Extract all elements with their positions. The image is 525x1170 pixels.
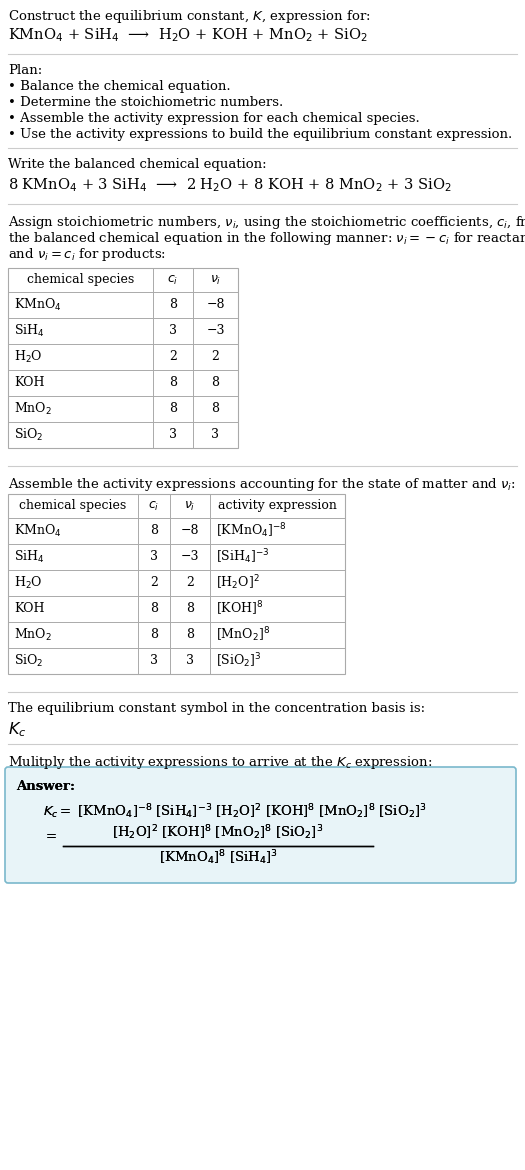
Text: The equilibrium constant symbol in the concentration basis is:: The equilibrium constant symbol in the c… (8, 702, 425, 715)
Text: Assemble the activity expressions accounting for the state of matter and $\nu_i$: Assemble the activity expressions accoun… (8, 476, 516, 493)
Text: 8: 8 (169, 298, 177, 311)
Text: [KMnO$_4$]$^8$ [SiH$_4$]$^3$: [KMnO$_4$]$^8$ [SiH$_4$]$^3$ (159, 848, 278, 867)
Text: [MnO$_2$]$^8$: [MnO$_2$]$^8$ (216, 626, 270, 645)
Text: 8: 8 (212, 402, 219, 415)
Text: $\nu_i$: $\nu_i$ (184, 500, 196, 512)
Text: 2: 2 (186, 577, 194, 590)
Text: [H$_2$O]$^2$ [KOH]$^8$ [MnO$_2$]$^8$ [SiO$_2$]$^3$: [H$_2$O]$^2$ [KOH]$^8$ [MnO$_2$]$^8$ [Si… (112, 824, 324, 842)
Text: Answer:: Answer: (16, 780, 75, 793)
Text: 8: 8 (169, 402, 177, 415)
Text: $c_i$: $c_i$ (167, 274, 178, 287)
Text: activity expression: activity expression (218, 500, 337, 512)
Text: −8: −8 (206, 298, 225, 311)
Text: SiH$_4$: SiH$_4$ (14, 323, 45, 339)
Text: −3: −3 (181, 551, 200, 564)
Text: 8: 8 (150, 628, 158, 641)
Text: 3: 3 (169, 428, 177, 441)
Text: • Balance the chemical equation.: • Balance the chemical equation. (8, 80, 230, 92)
Text: KOH: KOH (14, 603, 45, 615)
Text: [KOH]$^8$: [KOH]$^8$ (216, 600, 264, 618)
Text: 8: 8 (169, 377, 177, 390)
Text: 8 KMnO$_4$ + 3 SiH$_4$  ⟶  2 H$_2$O + 8 KOH + 8 MnO$_2$ + 3 SiO$_2$: 8 KMnO$_4$ + 3 SiH$_4$ ⟶ 2 H$_2$O + 8 KO… (8, 176, 452, 194)
Text: $K_c = $ [KMnO$_4$]$^{-8}$ [SiH$_4$]$^{-3}$ [H$_2$O]$^2$ [KOH]$^8$ [MnO$_2$]$^8$: $K_c = $ [KMnO$_4$]$^{-8}$ [SiH$_4$]$^{-… (43, 801, 427, 820)
Text: MnO$_2$: MnO$_2$ (14, 627, 52, 644)
Text: 2: 2 (150, 577, 158, 590)
Bar (8, 494, 345, 674)
Text: KMnO$_4$: KMnO$_4$ (14, 523, 61, 539)
Text: Construct the equilibrium constant, $K$, expression for:: Construct the equilibrium constant, $K$,… (8, 8, 371, 25)
FancyBboxPatch shape (5, 768, 516, 883)
Text: 8: 8 (186, 628, 194, 641)
Text: $\nu_i$: $\nu_i$ (210, 274, 221, 287)
Text: $K_c = $ [KMnO$_4$]$^{-8}$ [SiH$_4$]$^{-3}$ [H$_2$O]$^2$ [KOH]$^8$ [MnO$_2$]$^8$: $K_c = $ [KMnO$_4$]$^{-8}$ [SiH$_4$]$^{-… (43, 801, 427, 820)
Text: SiO$_2$: SiO$_2$ (14, 653, 44, 669)
Text: • Assemble the activity expression for each chemical species.: • Assemble the activity expression for e… (8, 112, 420, 125)
Text: $K_c$: $K_c$ (8, 720, 26, 738)
Text: [SiH$_4$]$^{-3}$: [SiH$_4$]$^{-3}$ (216, 548, 269, 566)
Text: 8: 8 (150, 524, 158, 537)
Text: [H$_2$O]$^2$ [KOH]$^8$ [MnO$_2$]$^8$ [SiO$_2$]$^3$: [H$_2$O]$^2$ [KOH]$^8$ [MnO$_2$]$^8$ [Si… (112, 824, 324, 842)
Text: 8: 8 (150, 603, 158, 615)
Text: Plan:: Plan: (8, 64, 42, 77)
Text: MnO$_2$: MnO$_2$ (14, 401, 52, 417)
Text: KMnO$_4$: KMnO$_4$ (14, 297, 61, 314)
Text: [KMnO$_4$]$^{-8}$: [KMnO$_4$]$^{-8}$ (216, 522, 287, 541)
Text: KOH: KOH (14, 377, 45, 390)
Text: 3: 3 (169, 324, 177, 337)
Text: $=$: $=$ (43, 828, 57, 841)
Text: $=$: $=$ (43, 828, 57, 841)
Text: KMnO$_4$ + SiH$_4$  ⟶  H$_2$O + KOH + MnO$_2$ + SiO$_2$: KMnO$_4$ + SiH$_4$ ⟶ H$_2$O + KOH + MnO$… (8, 26, 368, 43)
Text: $c_i$: $c_i$ (149, 500, 160, 512)
Text: 3: 3 (150, 551, 158, 564)
Text: • Determine the stoichiometric numbers.: • Determine the stoichiometric numbers. (8, 96, 284, 109)
Text: SiH$_4$: SiH$_4$ (14, 549, 45, 565)
Text: 2: 2 (212, 351, 219, 364)
Text: and $\nu_i = c_i$ for products:: and $\nu_i = c_i$ for products: (8, 246, 166, 263)
Text: H$_2$O: H$_2$O (14, 574, 43, 591)
Text: −3: −3 (206, 324, 225, 337)
Text: Assign stoichiometric numbers, $\nu_i$, using the stoichiometric coefficients, $: Assign stoichiometric numbers, $\nu_i$, … (8, 214, 525, 230)
Text: • Use the activity expressions to build the equilibrium constant expression.: • Use the activity expressions to build … (8, 128, 512, 142)
Text: Answer:: Answer: (16, 780, 75, 793)
Text: 3: 3 (212, 428, 219, 441)
Text: the balanced chemical equation in the following manner: $\nu_i = -c_i$ for react: the balanced chemical equation in the fo… (8, 230, 525, 247)
Text: −8: −8 (181, 524, 200, 537)
Text: chemical species: chemical species (27, 274, 134, 287)
Text: SiO$_2$: SiO$_2$ (14, 427, 44, 443)
Text: [SiO$_2$]$^3$: [SiO$_2$]$^3$ (216, 652, 261, 670)
Bar (8, 268, 238, 448)
Text: Mulitply the activity expressions to arrive at the $K_c$ expression:: Mulitply the activity expressions to arr… (8, 753, 432, 771)
Text: Write the balanced chemical equation:: Write the balanced chemical equation: (8, 158, 267, 171)
Text: [H$_2$O]$^2$: [H$_2$O]$^2$ (216, 573, 260, 592)
Text: 3: 3 (150, 654, 158, 668)
Text: 3: 3 (186, 654, 194, 668)
Text: 8: 8 (186, 603, 194, 615)
Text: H$_2$O: H$_2$O (14, 349, 43, 365)
Text: 8: 8 (212, 377, 219, 390)
Text: 2: 2 (169, 351, 177, 364)
Text: chemical species: chemical species (19, 500, 127, 512)
Text: [KMnO$_4$]$^8$ [SiH$_4$]$^3$: [KMnO$_4$]$^8$ [SiH$_4$]$^3$ (159, 848, 278, 867)
